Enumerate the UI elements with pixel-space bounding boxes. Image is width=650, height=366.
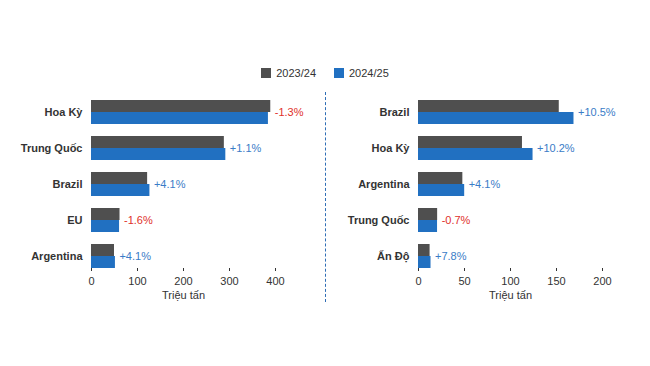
svg-text:Triệu tấn: Triệu tấn (488, 289, 531, 301)
svg-text:0: 0 (88, 275, 94, 287)
svg-text:+10.5%: +10.5% (577, 106, 615, 118)
svg-text:200: 200 (593, 275, 611, 287)
svg-text:+1.1%: +1.1% (229, 142, 261, 154)
svg-text:0: 0 (415, 275, 421, 287)
svg-text:Brazil: Brazil (52, 178, 82, 190)
svg-text:Trung Quốc: Trung Quốc (20, 142, 82, 154)
svg-text:400: 400 (266, 275, 284, 287)
svg-text:Triệu tấn: Triệu tấn (161, 289, 204, 301)
svg-text:+4.1%: +4.1% (468, 178, 500, 190)
svg-text:100: 100 (501, 275, 519, 287)
svg-text:100: 100 (128, 275, 146, 287)
svg-text:50: 50 (458, 275, 470, 287)
svg-text:Hoa Kỳ: Hoa Kỳ (44, 106, 83, 118)
svg-text:+4.1%: +4.1% (153, 178, 185, 190)
svg-text:Argentina: Argentina (358, 178, 410, 190)
svg-text:+7.8%: +7.8% (435, 250, 467, 262)
svg-text:150: 150 (547, 275, 565, 287)
svg-text:EU: EU (67, 214, 82, 226)
svg-text:Trung Quốc: Trung Quốc (347, 214, 409, 226)
svg-text:+10.2%: +10.2% (537, 142, 575, 154)
svg-text:Ấn Độ: Ấn Độ (377, 250, 410, 263)
svg-text:300: 300 (220, 275, 238, 287)
svg-text:-1.3%: -1.3% (274, 106, 303, 118)
svg-text:Hoa Kỳ: Hoa Kỳ (371, 142, 410, 154)
svg-text:-1.6%: -1.6% (124, 214, 153, 226)
svg-text:Argentina: Argentina (31, 250, 83, 262)
html-text:2023/24: 2023/24 (276, 67, 316, 79)
svg-text:+4.1%: +4.1% (119, 250, 151, 262)
svg-text:200: 200 (174, 275, 192, 287)
html-text:2024/25: 2024/25 (349, 67, 389, 79)
svg-text:-0.7%: -0.7% (441, 214, 470, 226)
svg-text:Brazil: Brazil (379, 106, 409, 118)
